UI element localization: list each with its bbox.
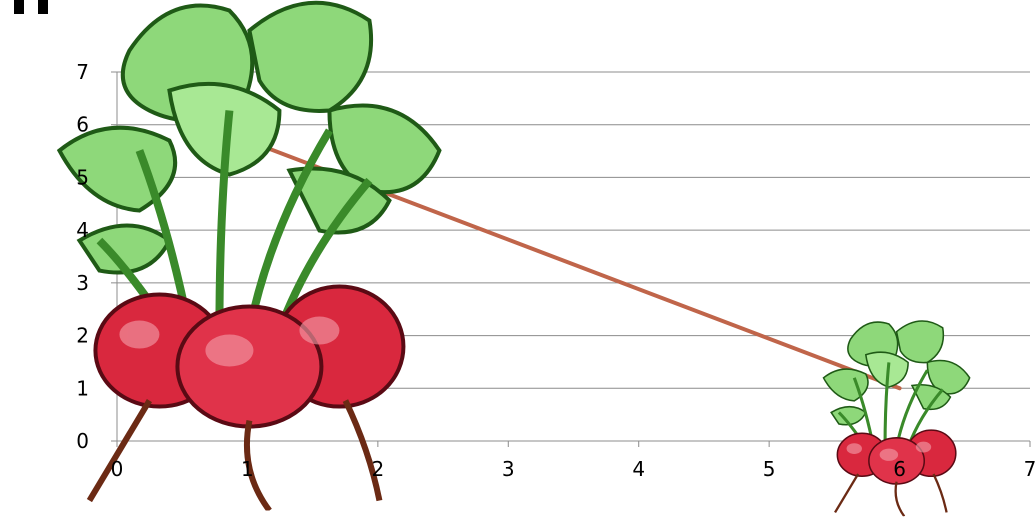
x-tick-label-0: 0 xyxy=(111,457,124,481)
x-tick-label-2: 2 xyxy=(371,457,384,481)
y-tick-label-2: 2 xyxy=(76,324,89,348)
y-tick-label-5: 5 xyxy=(76,165,89,189)
y-tick-label-3: 3 xyxy=(76,271,89,295)
x-tick-label-5: 5 xyxy=(763,457,776,481)
x-tick-label-6: 6 xyxy=(893,457,906,481)
markers xyxy=(59,3,972,517)
x-tick-label-3: 3 xyxy=(502,457,515,481)
x-tick-label-7: 7 xyxy=(1024,457,1035,481)
y-tick-label-7: 7 xyxy=(76,60,89,84)
radish-bunch-icon-0 xyxy=(59,3,439,511)
y-tick-label-0: 0 xyxy=(76,429,89,453)
title-glyph-right xyxy=(38,0,48,14)
y-tick-label-4: 4 xyxy=(76,218,89,242)
radish-bunch-icon-1 xyxy=(821,319,972,517)
y-tick-label-6: 6 xyxy=(76,113,89,137)
x-tick-label-4: 4 xyxy=(632,457,645,481)
tick-labels: 0 1 2 3 4 5 6 7 0 1 2 3 4 5 6 7 xyxy=(76,60,1035,481)
title-glyph-left xyxy=(14,0,24,14)
y-tick-label-1: 1 xyxy=(76,376,89,400)
x-tick-label-1: 1 xyxy=(241,457,254,481)
title-fragment xyxy=(14,0,50,14)
